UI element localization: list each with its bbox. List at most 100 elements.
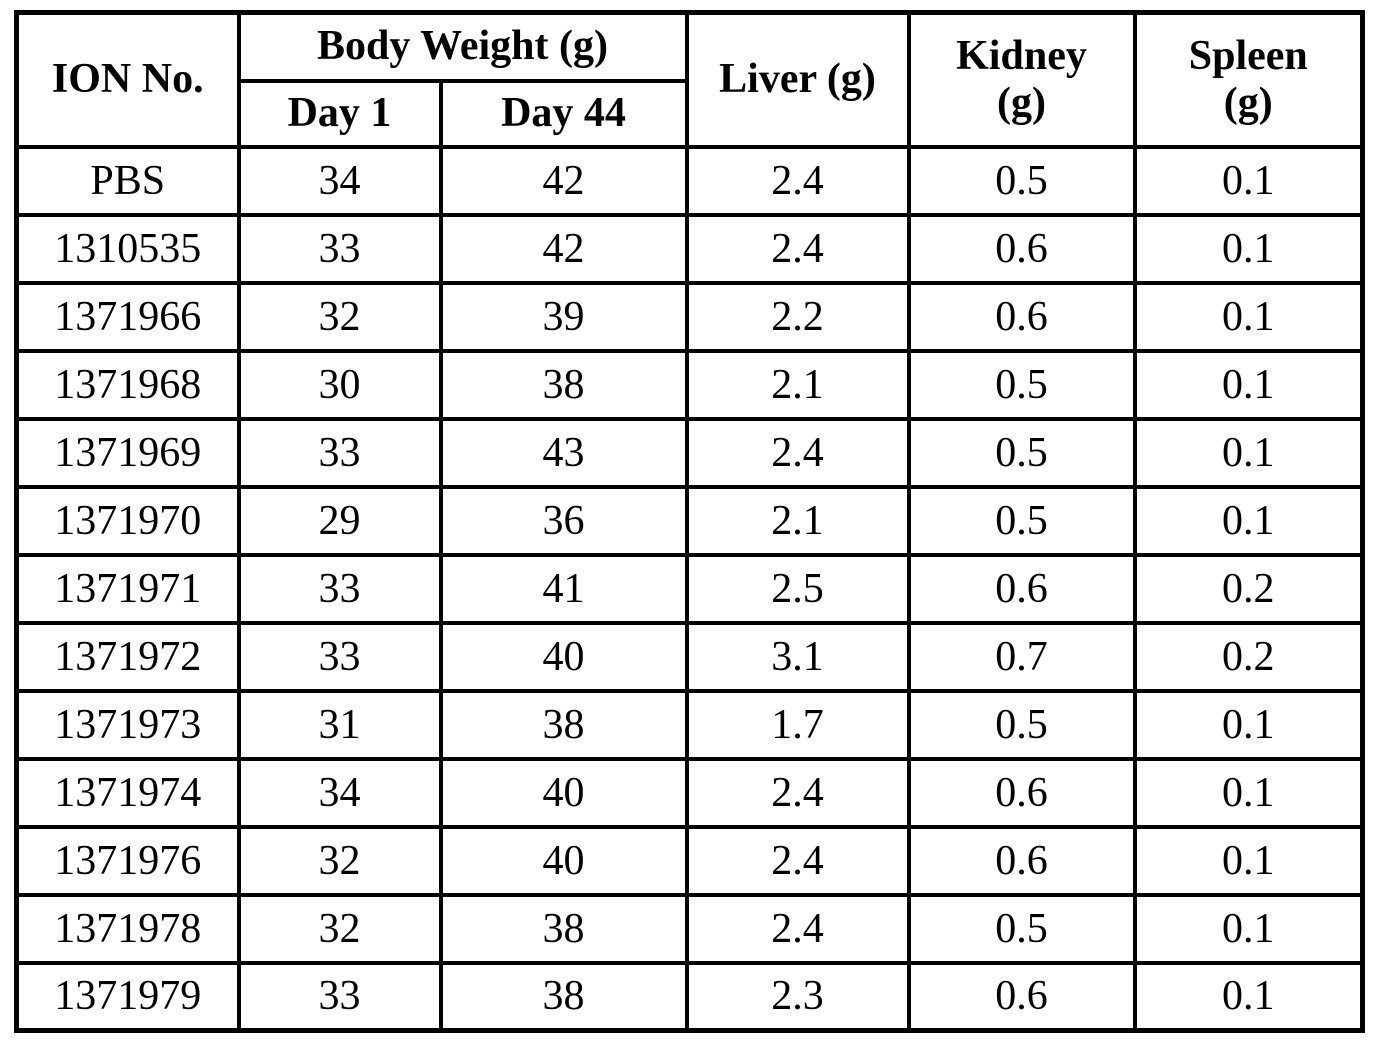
liver-cell: 2.4 [684,212,911,285]
liver-cell: 2.5 [684,552,911,625]
col-header-spleen: Spleen (g) [1132,10,1365,149]
table-row: 1371978 32 38 2.4 0.5 0.1 [14,892,1365,965]
kidney-header-line1: Kidney [956,32,1087,79]
day44-cell: 38 [438,960,689,1033]
day44-cell: 41 [438,552,689,625]
kidney-cell: 0.5 [906,348,1137,421]
day1-cell: 33 [236,960,443,1033]
liver-cell: 2.1 [684,484,911,557]
kidney-cell: 0.5 [906,484,1137,557]
ion-no-cell: 1371969 [14,416,241,489]
day44-cell: 38 [438,688,689,761]
day44-cell: 40 [438,620,689,693]
ion-no-cell: 1371970 [14,484,241,557]
ion-no-cell: 1371979 [14,960,241,1033]
col-header-day1: Day 1 [236,78,443,149]
spleen-cell: 0.1 [1132,484,1365,557]
table-row: 1371974 34 40 2.4 0.6 0.1 [14,756,1365,829]
kidney-cell: 0.5 [906,144,1137,217]
day1-cell: 32 [236,824,443,897]
col-header-body-weight: Body Weight (g) [236,10,689,82]
kidney-header-line2: (g) [997,79,1046,126]
day1-cell: 31 [236,688,443,761]
table-row: 1371971 33 41 2.5 0.6 0.2 [14,552,1365,625]
liver-cell: 2.3 [684,960,911,1033]
liver-cell: 1.7 [684,688,911,761]
kidney-cell: 0.6 [906,824,1137,897]
kidney-cell: 0.6 [906,552,1137,625]
table-row: 1371970 29 36 2.1 0.5 0.1 [14,484,1365,557]
ion-no-cell: 1371971 [14,552,241,625]
table-row: 1371973 31 38 1.7 0.5 0.1 [14,688,1365,761]
day1-cell: 29 [236,484,443,557]
kidney-cell: 0.6 [906,280,1137,353]
kidney-cell: 0.5 [906,892,1137,965]
table-row: 1371972 33 40 3.1 0.7 0.2 [14,620,1365,693]
day1-cell: 34 [236,756,443,829]
table-header: ION No. Body Weight (g) Liver (g) Kidney… [14,10,1365,149]
day1-cell: 32 [236,280,443,353]
day44-cell: 38 [438,348,689,421]
spleen-cell: 0.1 [1132,892,1365,965]
table-row: 1371976 32 40 2.4 0.6 0.1 [14,824,1365,897]
day44-cell: 42 [438,212,689,285]
day1-cell: 33 [236,552,443,625]
spleen-cell: 0.1 [1132,416,1365,489]
day1-cell: 33 [236,212,443,285]
day1-cell: 33 [236,416,443,489]
kidney-cell: 0.5 [906,416,1137,489]
col-header-liver: Liver (g) [684,10,911,149]
kidney-cell: 0.6 [906,212,1137,285]
liver-cell: 2.2 [684,280,911,353]
spleen-cell: 0.1 [1132,960,1365,1033]
ion-no-cell: PBS [14,144,241,217]
spleen-cell: 0.1 [1132,688,1365,761]
table-row: 1371968 30 38 2.1 0.5 0.1 [14,348,1365,421]
table-row: 1310535 33 42 2.4 0.6 0.1 [14,212,1365,285]
ion-no-cell: 1310535 [14,212,241,285]
spleen-cell: 0.2 [1132,552,1365,625]
day44-cell: 38 [438,892,689,965]
kidney-cell: 0.7 [906,620,1137,693]
day44-cell: 40 [438,824,689,897]
liver-cell: 2.1 [684,348,911,421]
organ-weight-table: ION No. Body Weight (g) Liver (g) Kidney… [14,10,1365,1033]
spleen-cell: 0.1 [1132,756,1365,829]
table-row: 1371966 32 39 2.2 0.6 0.1 [14,280,1365,353]
day44-cell: 40 [438,756,689,829]
col-header-ion-no: ION No. [14,10,241,149]
ion-no-cell: 1371976 [14,824,241,897]
liver-cell: 2.4 [684,892,911,965]
liver-cell: 2.4 [684,824,911,897]
col-header-kidney: Kidney (g) [906,10,1137,149]
liver-cell: 3.1 [684,620,911,693]
ion-no-cell: 1371966 [14,280,241,353]
liver-cell: 2.4 [684,756,911,829]
spleen-header-line1: Spleen [1188,32,1308,79]
day44-cell: 36 [438,484,689,557]
ion-no-cell: 1371968 [14,348,241,421]
ion-no-cell: 1371973 [14,688,241,761]
ion-no-cell: 1371974 [14,756,241,829]
table-row: 1371969 33 43 2.4 0.5 0.1 [14,416,1365,489]
spleen-header-line2: (g) [1223,79,1273,126]
header-row-2: Day 1 Day 44 [17,78,1363,149]
table-body: PBS 34 42 2.4 0.5 0.1 1310535 33 42 2.4 … [14,144,1365,1033]
table-row: PBS 34 42 2.4 0.5 0.1 [14,144,1365,217]
ion-no-cell: 1371972 [14,620,241,693]
spleen-cell: 0.1 [1132,212,1365,285]
day1-cell: 30 [236,348,443,421]
day1-cell: 32 [236,892,443,965]
spleen-cell: 0.1 [1132,348,1365,421]
spleen-cell: 0.1 [1132,280,1365,353]
spleen-cell: 0.1 [1132,144,1365,217]
day44-cell: 39 [438,280,689,353]
table-row: 1371979 33 38 2.3 0.6 0.1 [14,960,1365,1033]
day44-cell: 42 [438,144,689,217]
col-header-day44: Day 44 [438,78,689,149]
spleen-cell: 0.2 [1132,620,1365,693]
kidney-cell: 0.6 [906,960,1137,1033]
liver-cell: 2.4 [684,144,911,217]
ion-no-cell: 1371978 [14,892,241,965]
